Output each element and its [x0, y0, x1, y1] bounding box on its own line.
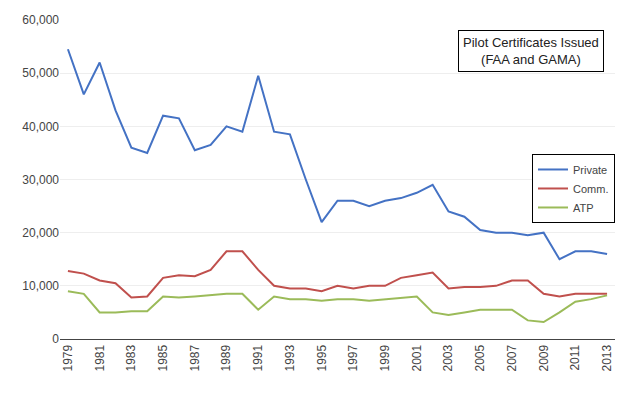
svg-text:0: 0 [52, 332, 59, 346]
svg-text:1979: 1979 [61, 344, 75, 371]
svg-text:1995: 1995 [315, 344, 329, 371]
svg-text:2013: 2013 [600, 344, 614, 371]
svg-text:2011: 2011 [568, 344, 582, 370]
svg-text:1983: 1983 [124, 344, 138, 371]
svg-text:Comm.: Comm. [573, 183, 608, 195]
svg-text:60,000: 60,000 [22, 13, 59, 27]
svg-text:1999: 1999 [378, 344, 392, 371]
svg-text:Pilot Certificates Issued(FAA: Pilot Certificates Issued(FAA and GAMA) [463, 35, 599, 67]
svg-text:1997: 1997 [346, 344, 360, 371]
svg-text:40,000: 40,000 [22, 120, 59, 134]
svg-text:2005: 2005 [473, 344, 487, 371]
svg-text:1993: 1993 [283, 344, 297, 371]
svg-text:20,000: 20,000 [22, 226, 59, 240]
svg-text:1991: 1991 [251, 344, 265, 371]
svg-text:2007: 2007 [505, 344, 519, 371]
svg-text:2001: 2001 [410, 344, 424, 371]
svg-text:Private: Private [573, 164, 607, 176]
svg-text:10,000: 10,000 [22, 279, 59, 293]
svg-text:30,000: 30,000 [22, 173, 59, 187]
svg-text:50,000: 50,000 [22, 66, 59, 80]
svg-text:ATP: ATP [573, 202, 594, 214]
svg-text:1985: 1985 [156, 344, 170, 371]
svg-text:1981: 1981 [93, 344, 107, 371]
svg-text:2003: 2003 [441, 344, 455, 371]
svg-text:1987: 1987 [188, 344, 202, 371]
svg-text:2009: 2009 [537, 344, 551, 371]
svg-text:1989: 1989 [219, 344, 233, 371]
